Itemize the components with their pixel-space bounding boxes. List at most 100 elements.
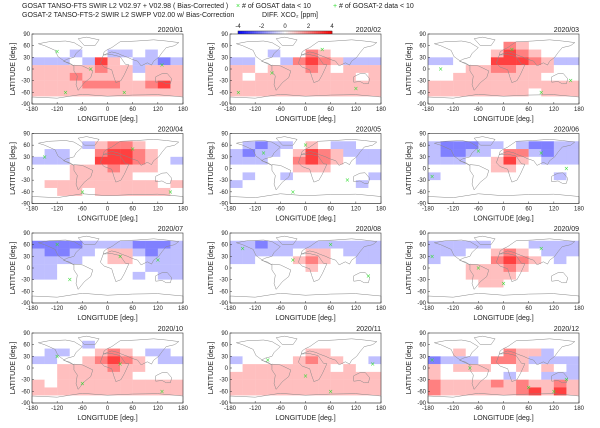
xco2-diff-cell — [478, 72, 492, 81]
xco2-diff-cell — [553, 379, 567, 388]
low-count-marker: × — [55, 353, 60, 360]
xco2-diff-cell — [94, 387, 108, 396]
xco2-diff-cell — [490, 180, 504, 189]
xco2-diff-cell — [132, 149, 146, 158]
y-tick-label: -60 — [21, 389, 30, 395]
xco2-diff-cell — [132, 88, 146, 97]
xco2-diff-cell — [541, 80, 555, 89]
coastline — [155, 172, 172, 184]
xco2-diff-cell — [280, 271, 294, 280]
xco2-diff-cell — [528, 379, 542, 388]
xco2-diff-cell — [478, 256, 492, 265]
y-tick-label: 30 — [419, 354, 426, 360]
xco2-diff-cell — [330, 88, 344, 97]
x-tick-label: -180 — [422, 306, 435, 312]
xco2-diff-cell — [292, 164, 306, 173]
x-tick-label: -60 — [276, 207, 285, 213]
xco2-diff-cell — [440, 88, 454, 97]
xco2-diff-cell — [57, 141, 70, 150]
y-tick-label: 90 — [419, 32, 426, 38]
xco2-diff-cell — [428, 180, 441, 189]
xco2-diff-cell — [553, 149, 567, 158]
xco2-diff-cell — [230, 57, 243, 66]
xco2-diff-cell — [145, 279, 159, 288]
xco2-diff-cell — [292, 371, 306, 380]
xco2-diff-cell — [107, 264, 121, 273]
xco2-diff-cell — [157, 72, 171, 81]
xco2-diff-cell — [267, 264, 281, 273]
y-tick-label: 30 — [419, 155, 426, 161]
xco2-diff-cell — [82, 248, 96, 257]
xco2-diff-cell — [82, 371, 96, 380]
xco2-diff-cell — [318, 72, 331, 81]
xco2-diff-cell — [170, 187, 184, 196]
xco2-diff-cell — [453, 240, 466, 249]
xco2-diff-cell — [343, 387, 357, 396]
y-tick-label: -60 — [219, 90, 228, 96]
coastline — [236, 140, 281, 166]
coastline — [275, 235, 298, 245]
xco2-diff-cell — [490, 172, 504, 181]
xco2-diff-cell — [478, 287, 492, 296]
y-axis-label: LATITUDE [deg.] — [10, 242, 17, 295]
xco2-diff-cell — [355, 65, 369, 74]
xco2-diff-cell — [503, 156, 517, 165]
xco2-diff-cell — [330, 387, 344, 396]
y-tick-label: 90 — [23, 231, 30, 237]
xco2-diff-cell — [355, 80, 369, 89]
coastline — [102, 39, 180, 67]
xco2-diff-cell — [145, 156, 159, 165]
xco2-diff-cell — [69, 57, 83, 66]
xco2-diff-cell — [107, 187, 121, 196]
map-panel: × × × × -180 -120 -60 0 60 120 180 90 60 30 0 -30 -60 -90… — [10, 127, 189, 223]
y-tick-label: 0 — [423, 167, 427, 173]
xco2-diff-cell — [157, 379, 171, 388]
colorbar-tick-label: 0 — [283, 24, 287, 30]
xco2-diff-cell — [170, 57, 184, 66]
xco2-diff-cell — [428, 287, 441, 296]
xco2-diff-cell — [94, 149, 108, 158]
xco2-diff-cell — [57, 72, 70, 81]
xco2-diff-cell — [145, 364, 159, 373]
xco2-diff-cell — [157, 149, 171, 158]
xco2-diff-cell — [503, 180, 517, 189]
xco2-diff-cell — [267, 256, 281, 265]
low-count-marker: × — [160, 62, 165, 69]
y-tick-label: 30 — [419, 55, 426, 61]
y-tick-label: -30 — [219, 178, 228, 184]
y-tick-label: 0 — [27, 167, 31, 173]
xco2-diff-cell — [318, 364, 331, 373]
xco2-diff-cell — [368, 80, 382, 89]
coastline — [473, 335, 496, 345]
xco2-diff-cell — [330, 256, 344, 265]
xco2-diff-cell — [490, 164, 504, 173]
xco2-diff-cell — [157, 248, 171, 257]
xco2-diff-cell — [82, 80, 96, 89]
xco2-diff-cell — [566, 80, 580, 89]
xco2-diff-cell — [330, 271, 344, 280]
xco2-diff-cell — [368, 149, 382, 158]
xco2-diff-cell — [355, 240, 369, 249]
xco2-diff-cell — [170, 88, 184, 97]
x-tick-label: 180 — [574, 207, 585, 213]
xco2-diff-cell — [107, 149, 121, 158]
xco2-diff-cell — [230, 149, 243, 158]
xco2-diff-cell — [343, 187, 357, 196]
xco2-diff-cell — [82, 156, 96, 165]
panel-title: 2020/05 — [356, 127, 381, 134]
xco2-diff-cell — [157, 279, 171, 288]
map-panel: × × × × -180 -120 -60 0 60 120 180 90 60 30 0 -30 -60 -90… — [208, 326, 387, 422]
xco2-diff-cell — [355, 271, 369, 280]
xco2-diff-cell — [478, 156, 492, 165]
xco2-diff-cell — [44, 387, 58, 396]
xco2-diff-cell — [280, 88, 294, 97]
xco2-diff-cell — [230, 172, 243, 181]
xco2-diff-cell — [428, 264, 441, 273]
xco2-diff-cell — [32, 164, 45, 173]
xco2-diff-cell — [516, 279, 529, 288]
x-tick-label: 180 — [178, 207, 189, 213]
map-panel: × × × × -180 -120 -60 0 60 120 180 90 60 30 0 -30 -60 -90… — [406, 226, 585, 322]
xco2-diff-cell — [267, 141, 281, 150]
xco2-diff-cell — [255, 348, 268, 357]
coastline — [77, 335, 100, 345]
